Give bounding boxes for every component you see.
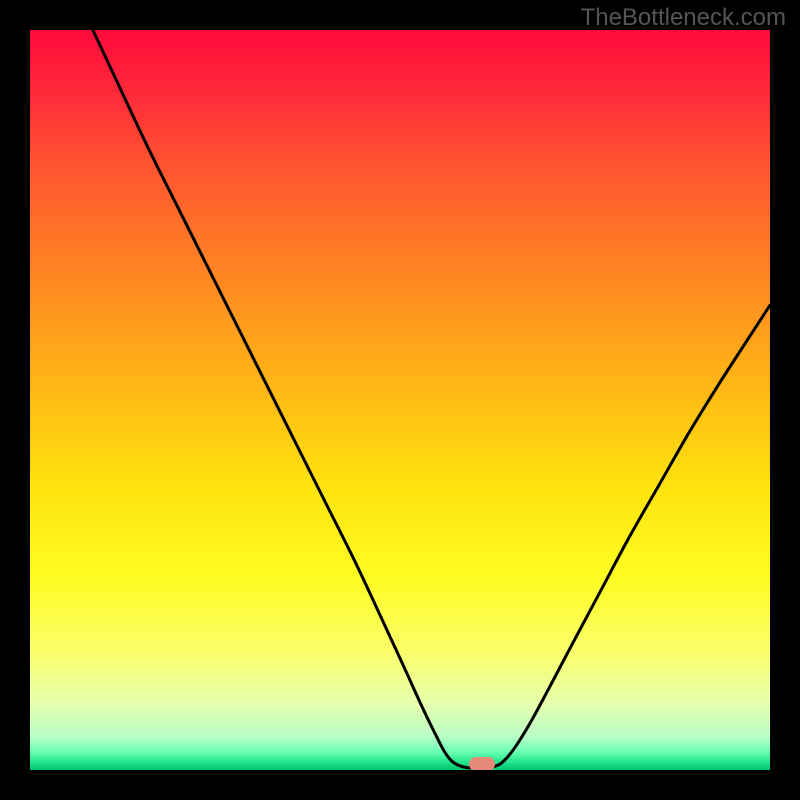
frame-left <box>0 0 30 800</box>
optimal-marker <box>469 757 495 771</box>
frame-bottom <box>0 770 800 800</box>
plot-area <box>30 30 770 770</box>
chart-canvas: TheBottleneck.com <box>0 0 800 800</box>
frame-right <box>770 0 800 800</box>
curve-svg <box>30 30 770 770</box>
watermark-text: TheBottleneck.com <box>581 4 786 32</box>
